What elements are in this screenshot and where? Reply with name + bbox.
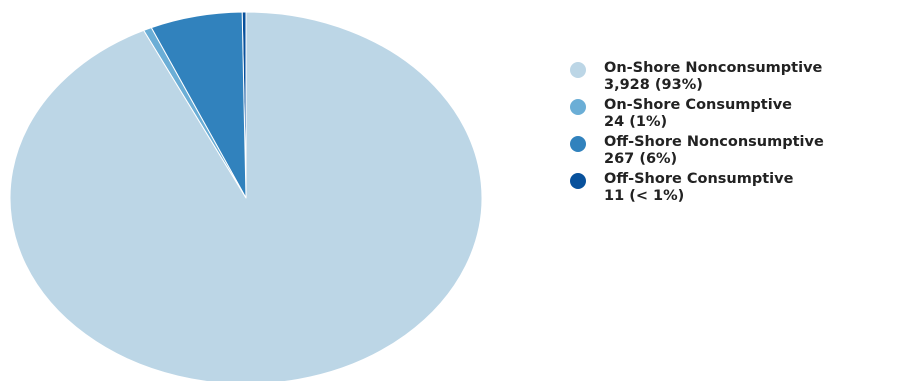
legend-item-off-shore-consumptive[interactable]: Off-Shore Consumptive 11 (< 1%) bbox=[570, 171, 895, 208]
legend-item-on-shore-consumptive[interactable]: On-Shore Consumptive 24 (1%) bbox=[570, 97, 895, 134]
legend-label: On-Shore Nonconsumptive bbox=[604, 60, 823, 76]
legend-label: Off-Shore Nonconsumptive bbox=[604, 134, 824, 150]
legend-value: 3,928 (93%) bbox=[604, 77, 703, 93]
legend-label: On-Shore Consumptive bbox=[604, 97, 792, 113]
legend-item-on-shore-nonconsumptive[interactable]: On-Shore Nonconsumptive 3,928 (93%) bbox=[570, 60, 895, 97]
legend-swatch-icon bbox=[570, 136, 586, 152]
legend-swatch-icon bbox=[570, 99, 586, 115]
legend-item-off-shore-nonconsumptive[interactable]: Off-Shore Nonconsumptive 267 (6%) bbox=[570, 134, 895, 171]
pie-slice-on-shore-nonconsumptive[interactable] bbox=[9, 11, 483, 381]
legend-value: 267 (6%) bbox=[604, 151, 678, 167]
legend-swatch-icon bbox=[570, 173, 586, 189]
legend-swatch-icon bbox=[570, 62, 586, 78]
legend-label: Off-Shore Consumptive bbox=[604, 171, 794, 187]
legend-value: 11 (< 1%) bbox=[604, 188, 685, 204]
legend-value: 24 (1%) bbox=[604, 114, 668, 130]
legend: On-Shore Nonconsumptive 3,928 (93%) On-S… bbox=[570, 60, 895, 208]
